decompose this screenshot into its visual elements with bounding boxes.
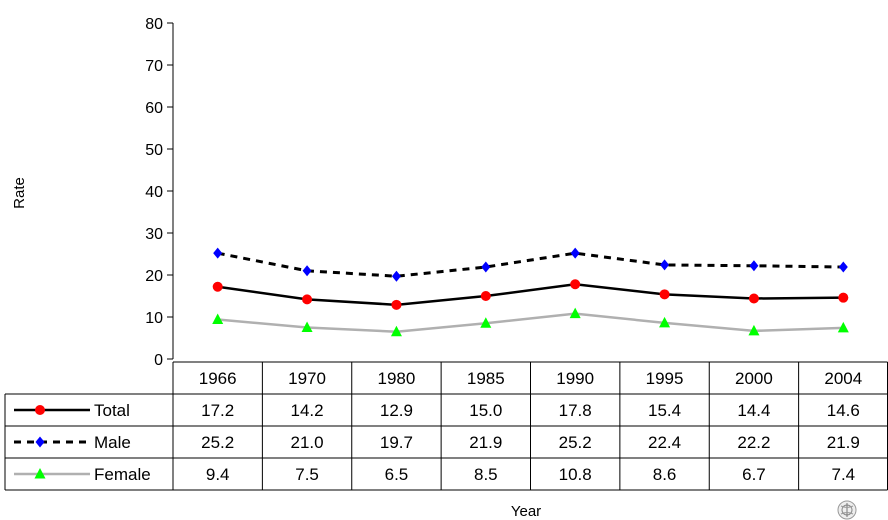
- data-label: 8.5: [474, 465, 498, 484]
- data-label: 6.7: [742, 465, 766, 484]
- point-male: [749, 260, 759, 272]
- data-label: 21.0: [291, 433, 324, 452]
- y-tick-label: 70: [145, 58, 163, 75]
- point-total: [302, 294, 313, 305]
- data-label: 22.4: [648, 433, 681, 452]
- point-male: [213, 247, 223, 259]
- x-tick-label: 1985: [467, 369, 505, 388]
- point-female: [748, 324, 760, 336]
- x-tick-label: 1980: [378, 369, 416, 388]
- data-label: 14.2: [291, 401, 324, 420]
- y-axis-title: Rate: [11, 177, 28, 209]
- legend-label-male: Male: [94, 433, 131, 452]
- legend-marker-male: [35, 436, 45, 448]
- point-total: [659, 289, 670, 300]
- data-label: 19.7: [380, 433, 413, 452]
- series-lines: [217, 251, 844, 333]
- y-tick-label: 80: [145, 16, 163, 33]
- legend-marker-total: [35, 405, 45, 415]
- series-markers: [212, 247, 849, 337]
- x-tick-label: 1966: [199, 369, 237, 388]
- data-label: 15.4: [648, 401, 681, 420]
- data-label: 7.5: [295, 465, 319, 484]
- data-label: 25.2: [201, 433, 234, 452]
- point-male: [570, 247, 580, 259]
- point-male: [481, 261, 491, 273]
- x-tick-label: 1995: [646, 369, 684, 388]
- point-female: [569, 307, 581, 319]
- data-label: 25.2: [559, 433, 592, 452]
- point-total: [748, 293, 759, 304]
- y-tick-label: 40: [145, 184, 163, 201]
- series-line-female: [217, 312, 844, 333]
- point-male: [838, 261, 848, 273]
- point-total: [480, 291, 491, 301]
- point-female: [301, 321, 313, 332]
- x-tick-label: 2004: [824, 369, 862, 388]
- data-label: 14.4: [737, 401, 770, 420]
- data-label: 17.8: [559, 401, 592, 420]
- data-label: 8.6: [653, 465, 677, 484]
- data-label: 17.2: [201, 401, 234, 420]
- point-male: [391, 270, 401, 282]
- x-tick-label: 1990: [556, 369, 594, 388]
- series-line-total: [217, 282, 844, 307]
- y-tick-label: 30: [145, 226, 163, 243]
- y-tick-label: 0: [154, 352, 163, 369]
- series-line-male: [217, 251, 844, 278]
- data-label: 10.8: [559, 465, 592, 484]
- data-label: 12.9: [380, 401, 413, 420]
- data-label: 21.9: [469, 433, 502, 452]
- x-axis-title: Year: [511, 503, 541, 520]
- legend-label-female: Female: [94, 465, 151, 484]
- point-female: [212, 313, 224, 325]
- legend-marker-female: [34, 468, 46, 479]
- point-female: [390, 325, 402, 337]
- x-tick-label: 2000: [735, 369, 773, 388]
- data-label: 22.2: [737, 433, 770, 452]
- point-male: [302, 265, 312, 277]
- y-tick-label: 60: [145, 100, 163, 117]
- who-emblem-icon: [837, 500, 857, 520]
- y-tick-label: 10: [145, 310, 163, 327]
- data-label: 7.4: [831, 465, 855, 484]
- point-total: [212, 281, 223, 292]
- point-female: [837, 321, 849, 333]
- y-axis: 0 10 20 30 40 50 60 70 80: [145, 16, 174, 369]
- data-label: 6.5: [385, 465, 409, 484]
- point-total: [838, 292, 849, 303]
- point-total: [391, 299, 402, 310]
- point-female: [659, 316, 671, 328]
- data-label: 21.9: [827, 433, 860, 452]
- point-male: [660, 259, 670, 271]
- point-total: [570, 279, 581, 290]
- point-female: [480, 317, 492, 328]
- y-tick-label: 50: [145, 142, 163, 159]
- legend-label-total: Total: [94, 401, 130, 420]
- x-tick-label: 1970: [288, 369, 326, 388]
- data-label: 9.4: [206, 465, 230, 484]
- data-label: 15.0: [469, 401, 502, 420]
- y-tick-label: 20: [145, 268, 163, 285]
- data-label: 14.6: [827, 401, 860, 420]
- data-table: 1966 1970 1980 1985 1990 1995 2000 2004 Total 17.…: [4, 361, 888, 491]
